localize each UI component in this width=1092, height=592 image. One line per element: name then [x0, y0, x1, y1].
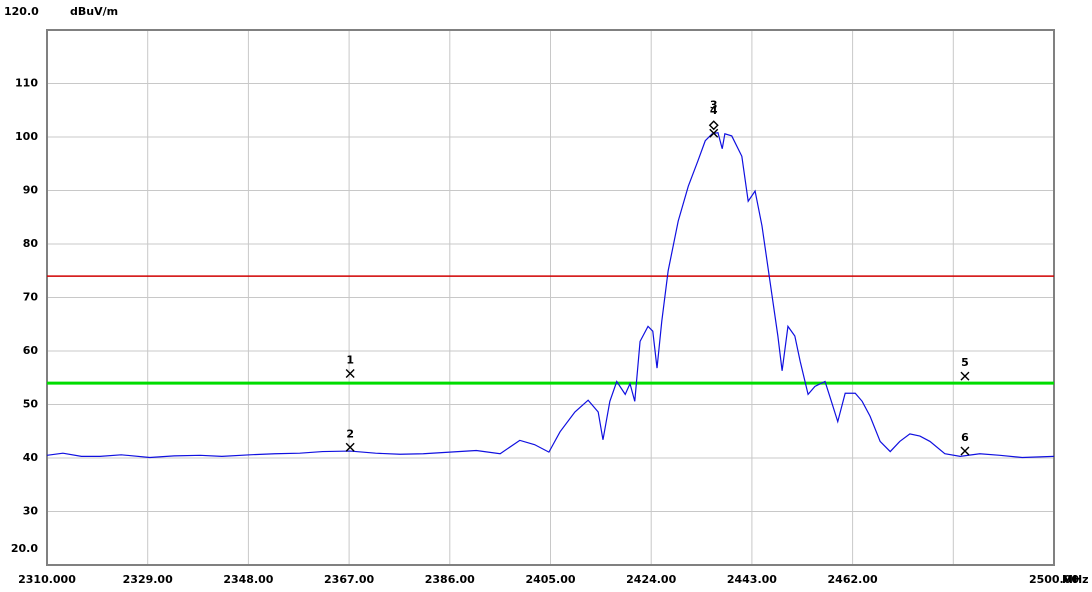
y-unit: dBuV/m [70, 5, 118, 18]
marker-label: 4 [710, 104, 718, 117]
marker-label: 5 [961, 356, 969, 369]
marker [708, 120, 719, 131]
y-tick-label: 50 [23, 398, 39, 411]
marker-label: 2 [346, 427, 354, 440]
x-tick-label: 2443.00 [727, 573, 777, 586]
x-tick-label: 2405.00 [525, 573, 575, 586]
x-tick-label: 2462.00 [828, 573, 878, 586]
trace [46, 132, 1055, 459]
y-tick-label: 120.0 [4, 5, 39, 18]
marker [960, 371, 970, 381]
y-tick-label: 20.0 [11, 542, 38, 555]
y-tick-label: 80 [23, 237, 39, 250]
marker-label: 6 [961, 431, 969, 444]
y-tick-label: 40 [23, 451, 39, 464]
plot-border [46, 29, 1055, 566]
x-tick-label: 2424.00 [626, 573, 676, 586]
x-unit: MHz [1062, 573, 1089, 586]
marker [709, 128, 719, 138]
x-tick-label: 2386.00 [425, 573, 475, 586]
x-tick-label: 2310.000 [18, 573, 76, 586]
marker-label: 1 [346, 353, 354, 366]
y-tick-label: 90 [23, 184, 39, 197]
x-tick-label: 2367.00 [324, 573, 374, 586]
y-tick-label: 30 [23, 505, 39, 518]
marker [345, 368, 355, 378]
y-tick-label: 60 [23, 344, 39, 357]
y-tick-label: 110 [15, 77, 38, 90]
y-tick-label: 70 [23, 291, 39, 304]
marker-label: 3 [710, 98, 718, 111]
marker [960, 446, 970, 456]
y-tick-label: 100 [15, 130, 38, 143]
marker [345, 442, 355, 452]
x-tick-label: 2500.00 [1029, 573, 1079, 586]
x-tick-label: 2348.00 [223, 573, 273, 586]
x-tick-label: 2329.00 [123, 573, 173, 586]
